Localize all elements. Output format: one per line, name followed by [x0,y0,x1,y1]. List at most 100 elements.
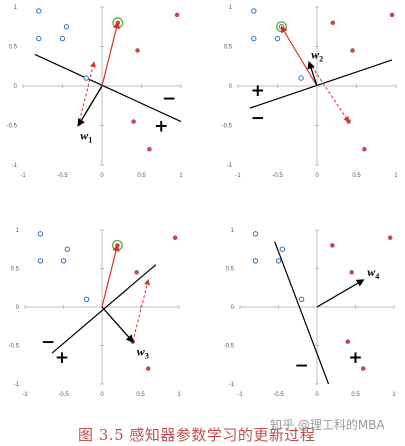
update-vector [101,21,120,87]
weight-label: w1 [80,129,92,145]
figure-caption: 图 3.5 感知器参数学习的更新过程 [0,418,405,446]
y-tick-label: -1 [14,382,20,388]
y-tick-label: 1 [16,228,20,234]
weight-label-subscript: 1 [88,136,92,145]
y-tick-label: -0.5 [9,344,20,350]
plus-sign: + [348,348,362,368]
x-tick-label: 1 [392,392,396,398]
weight-vector [316,279,365,308]
minus-sign: − [251,109,265,129]
weight-label-symbol: w [311,47,320,61]
panel-bottom-right: -1 -0.5 0 0.5 1 1 0.5 0 -0.5 -1 w4 − + [224,228,397,398]
y-tick-label: 1 [14,5,18,11]
y-tick-label: 0.5 [9,45,18,51]
x-tick-label: 0 [315,392,319,398]
x-tick-label: -0.5 [57,173,68,179]
y-tick-label: -1 [227,163,233,169]
positive-point [174,12,180,18]
negative-point [251,8,257,14]
minus-sign: − [162,89,176,109]
x-tick-label: 0.5 [137,173,146,179]
negative-point [36,35,42,42]
minus-sign: − [41,333,55,353]
x-tick-label: 1 [177,392,181,398]
y-tick-label: 0.5 [224,45,233,51]
plus-sign: + [251,81,265,101]
x-tick-label: -0.5 [58,392,69,398]
weight-label: w4 [367,265,379,281]
y-tick-label: -0.5 [224,344,235,350]
y-tick-label: 0 [231,305,235,311]
weight-vector [307,60,318,87]
update-dashed-vector [308,62,350,123]
x-tick-label: 0 [315,173,319,179]
x-tick-label: 1 [394,173,398,179]
y-tick-label: -0.5 [7,124,18,130]
x-tick-label: 0 [100,392,104,398]
x-tick-label: -1 [235,173,241,179]
positive-point [387,235,393,240]
decision-boundary [34,53,182,123]
x-tick-label: -1 [237,392,243,398]
y-tick-label: 1 [231,228,235,234]
negative-point [252,231,259,237]
update-vector [280,25,318,87]
x-tick-label: 0 [100,173,104,179]
negative-point [64,246,71,252]
negative-point [298,75,304,81]
positive-point [134,270,139,275]
minus-sign: − [294,356,308,376]
x-tick-label: 1 [179,173,183,179]
update-dashed-vector [132,278,150,342]
positive-point [345,339,351,344]
x-tick-label: -0.5 [272,173,283,179]
negative-point [60,258,67,264]
negative-point [274,35,281,42]
y-tick-label: 0.5 [226,267,235,273]
weight-label: w2 [311,47,323,63]
x-tick-label: 0.5 [352,173,361,179]
panel-top-left: -1 -0.5 0 0.5 110.50-0.5-1w1−+ [7,5,184,179]
caption-text: 图 3.5 感知器参数学习的更新过程 [78,426,316,444]
positive-point [389,12,395,18]
plus-sign: + [55,348,69,368]
weight-label: w3 [137,345,149,361]
weight-label-symbol: w [367,265,376,279]
negative-point [37,231,44,237]
y-tick-label: 0 [229,84,233,90]
positive-point [172,235,178,240]
negative-point [83,75,89,81]
positive-point [360,366,366,371]
x-tick-label: 0.5 [351,392,360,398]
negative-point [37,258,44,264]
positive-point [131,119,136,124]
figure-panels: -1 -0.5 0 0.5 1 1 0.5 0 -0.5 -1 w1− + -1 -0.5 0 0.5 1 1 0.… [7,5,399,398]
x-tick-label: -1 [22,392,28,398]
weight-label-subscript: 3 [145,352,149,361]
decision-boundary [249,59,393,109]
weight-label-subscript: 4 [375,272,379,281]
x-tick-label: -1 [20,173,26,179]
positive-point [145,366,151,371]
weight-vector [101,306,134,343]
y-tick-label: 0.5 [11,267,20,273]
positive-point [362,146,367,152]
x-tick-label: -0.5 [273,392,284,398]
decision-boundary [274,241,330,385]
negative-point [83,296,90,302]
y-tick-label: -1 [12,163,18,169]
negative-point [63,24,70,30]
negative-point [275,258,282,264]
negative-point [279,246,286,252]
positive-point [349,270,354,275]
weight-label-symbol: w [137,345,146,359]
y-tick-label: -0.5 [222,124,233,130]
weight-label-subscript: 2 [319,54,323,63]
weight-vector [77,85,103,127]
positive-point [330,20,336,26]
positive-point [346,119,351,124]
positive-point [147,146,152,152]
negative-point [251,35,257,42]
negative-point [59,35,66,42]
x-tick-label: 0.5 [136,392,145,398]
